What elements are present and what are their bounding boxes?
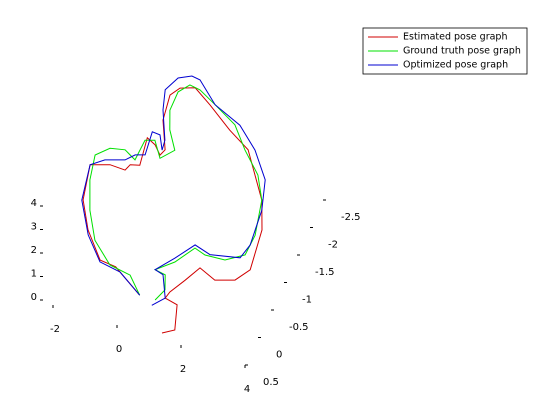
x-tick-label: 0 (116, 344, 122, 355)
x-tick-label: -2 (50, 324, 60, 335)
trajectory-line (82, 87, 263, 334)
x-tick-label: 2 (180, 364, 186, 375)
z-tick-label: 1 (31, 269, 37, 280)
trajectory-line (89, 84, 263, 301)
z-tick-label: 3 (31, 222, 37, 233)
legend-label: Optimized pose graph (403, 60, 508, 71)
legend-label: Estimated pose graph (403, 32, 507, 43)
y-tick-label: -2 (328, 240, 338, 251)
x-tick-label: 4 (244, 384, 250, 395)
legend: Estimated pose graph Ground truth pose gr… (362, 27, 528, 75)
z-tick-label: 0 (31, 292, 37, 303)
z-tick-label: 4 (31, 198, 37, 209)
y-tick-label: -1.5 (315, 267, 335, 278)
z-tick-label: 2 (31, 245, 37, 256)
y-tick-label: -0.5 (289, 322, 309, 333)
y-tick-label: -2.5 (341, 212, 361, 223)
y-tick-label: 0 (276, 350, 282, 361)
y-tick-label: -1 (302, 295, 312, 306)
y-tick-label: 0.5 (263, 377, 279, 388)
legend-label: Ground truth pose graph (403, 46, 521, 57)
trajectory-line (81, 75, 266, 306)
